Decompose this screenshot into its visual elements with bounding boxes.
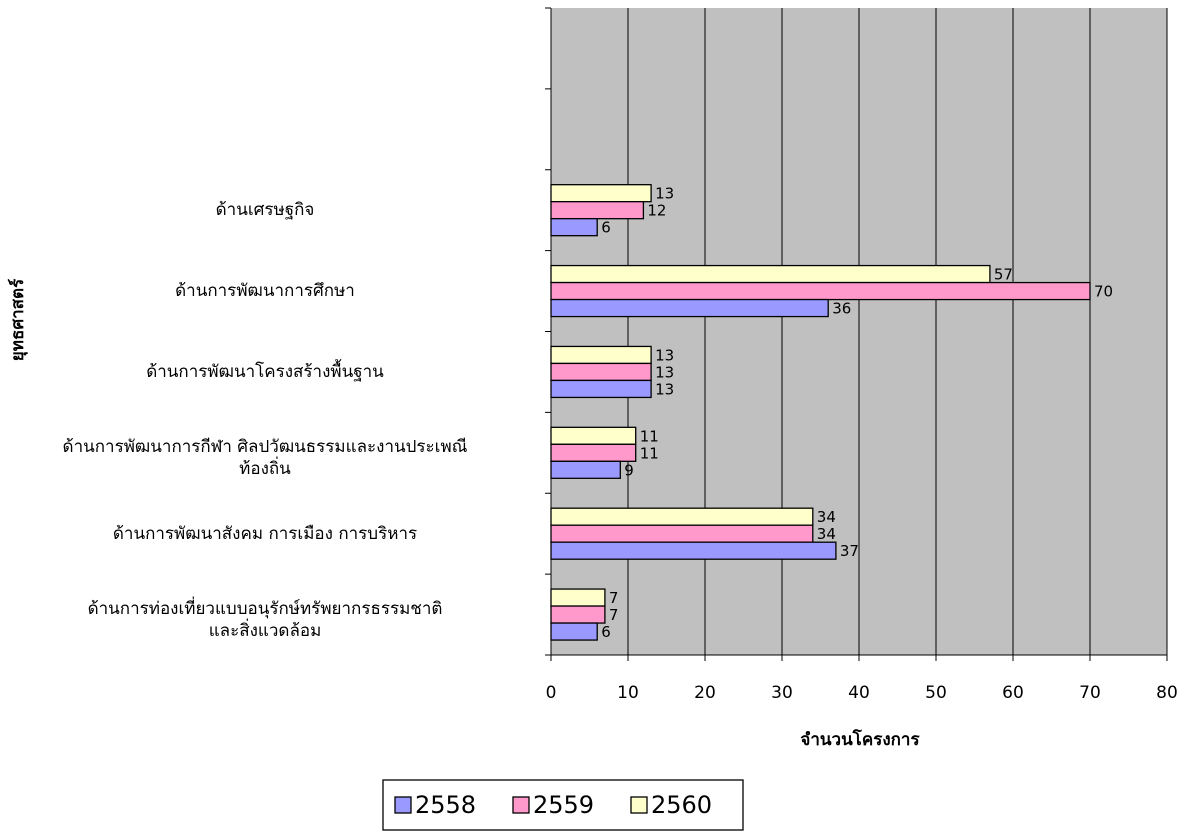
bar	[550, 362, 652, 382]
value-label: 13	[655, 363, 674, 381]
y-tick-label: ด้านการพัฒนาการกีฬา ศิลปวัฒนธรรมและงานปร…	[62, 436, 468, 479]
bar	[550, 264, 991, 284]
legend-label: 2558	[415, 791, 476, 819]
bar	[550, 588, 606, 607]
legend-swatch	[394, 796, 412, 814]
value-label: 9	[624, 461, 634, 479]
bar	[550, 460, 621, 479]
bar	[550, 345, 652, 365]
legend-swatch	[630, 796, 648, 814]
y-tick-label: ด้านการพัฒนาการศึกษา	[175, 281, 355, 302]
y-tick-label: ด้านการพัฒนาสังคม การเมือง การบริหาร	[112, 523, 418, 544]
value-label: 11	[640, 427, 659, 445]
value-label: 6	[601, 219, 611, 237]
y-tick-label: ด้านการท่องเที่ยวแบบอนุรักษ์ทรัพยากรธรรม…	[87, 598, 443, 641]
value-label: 13	[655, 380, 674, 398]
value-label: 37	[840, 542, 859, 560]
x-tick-label: 20	[694, 683, 716, 703]
legend-label: 2559	[533, 791, 594, 819]
x-tick-label: 50	[925, 683, 947, 703]
value-label: 36	[832, 300, 851, 318]
bar	[550, 298, 829, 318]
x-tick-label: 80	[1156, 683, 1178, 703]
bar	[550, 379, 652, 399]
bar	[550, 218, 598, 237]
bar	[550, 507, 814, 526]
bar	[550, 443, 637, 462]
x-tick-label: 70	[1079, 683, 1101, 703]
value-label: 12	[647, 202, 666, 220]
value-label: 57	[994, 266, 1013, 284]
legend-label: 2560	[651, 791, 712, 819]
x-tick-label: 0	[546, 683, 557, 703]
value-label: 7	[609, 589, 619, 607]
value-label: 70	[1094, 283, 1113, 301]
value-label: 34	[817, 508, 836, 526]
bar	[550, 622, 598, 641]
value-label: 7	[609, 606, 619, 624]
y-tick-label: ด้านเศรษฐกิจ	[215, 200, 315, 221]
x-axis-title: จำนวนโครงการ	[800, 729, 920, 750]
value-label: 13	[655, 185, 674, 203]
bar	[550, 201, 645, 220]
x-tick-label: 30	[771, 683, 793, 703]
y-tick-label: ด้านการพัฒนาโครงสร้างพื้นฐาน	[146, 361, 384, 382]
bar	[550, 605, 606, 624]
y-axis-title: ยุทธศาสตร์	[7, 278, 28, 361]
bar	[550, 184, 652, 203]
value-label: 6	[601, 623, 611, 641]
value-label: 11	[640, 444, 659, 462]
bar	[550, 541, 837, 560]
legend-box	[382, 779, 744, 831]
legend-swatch	[512, 796, 530, 814]
value-label: 34	[817, 525, 836, 543]
x-tick-label: 60	[1002, 683, 1024, 703]
x-tick-label: 10	[617, 683, 639, 703]
x-tick-label: 40	[848, 683, 870, 703]
value-label: 13	[655, 346, 674, 364]
bar	[550, 281, 1091, 301]
bar	[550, 426, 637, 445]
bar	[550, 524, 814, 543]
